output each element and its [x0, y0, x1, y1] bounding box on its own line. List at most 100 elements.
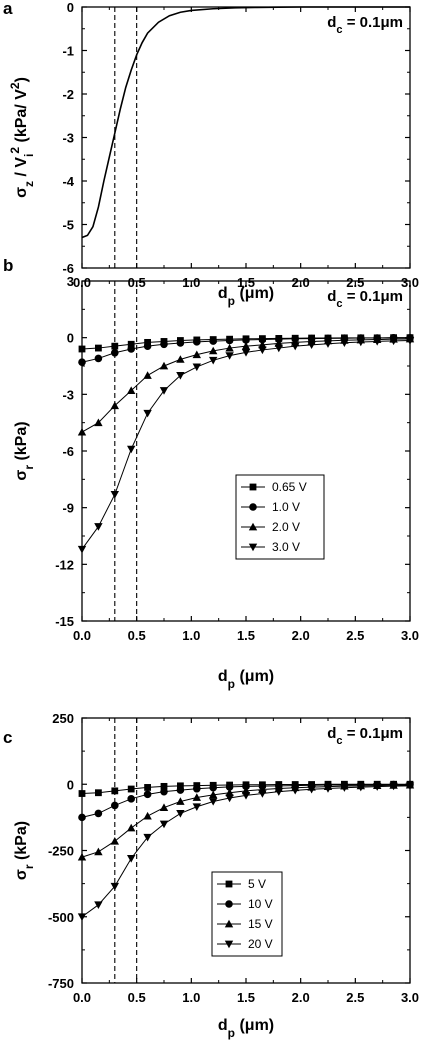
data-point [95, 789, 102, 797]
data-point [111, 342, 119, 350]
data-point [176, 339, 185, 347]
series-20-V [77, 782, 415, 921]
data-point [176, 797, 185, 805]
legend-marker [248, 543, 258, 552]
data-point [95, 344, 102, 352]
data-point [389, 337, 398, 346]
data-point [192, 350, 201, 359]
panel-letter: a [3, 0, 13, 18]
chart-panel-b: b 0.0 0.5 1.0 1.5 2.0 2.5 3.0 3 0 -3 -6 -9 -12 -15 dc =… [3, 256, 419, 691]
data-point [373, 783, 382, 791]
data-point [192, 363, 201, 372]
data-point [340, 784, 349, 792]
x-tick-label: 2.5 [346, 990, 364, 1005]
data-point [143, 790, 152, 799]
annotation-dc: dc = 0.1μm [327, 288, 403, 310]
data-point [258, 790, 267, 798]
chart-panel-c: c 0.0 0.5 1.0 1.5 2.0 2.5 3.0 250 0 -250 -500 -750 dc… [3, 711, 419, 1040]
x-tick-label: 1.5 [237, 990, 255, 1005]
data-point [176, 372, 185, 380]
data-point [274, 344, 283, 353]
legend-label: 2.0 V [272, 520, 300, 534]
y-tick-label: -5 [62, 218, 74, 233]
data-point [127, 445, 136, 454]
legend-label: 10 V [248, 897, 273, 911]
y-tick-label: -15 [55, 614, 74, 629]
data-point [127, 795, 135, 803]
annotation-dc: dc = 0.1μm [327, 725, 403, 747]
y-tick-label: -1 [62, 44, 74, 59]
data-point [94, 809, 103, 818]
plot-frame [81, 6, 411, 269]
x-tick-label: 3.0 [401, 628, 419, 643]
y-tick-label: 0 [67, 0, 74, 15]
legend-label: 3.0 V [272, 540, 300, 554]
y-tick-label: -3 [62, 387, 74, 402]
data-point [127, 340, 135, 348]
data-point [127, 823, 136, 832]
data-point [373, 338, 382, 346]
data-point [77, 545, 87, 554]
data-point [192, 793, 201, 801]
data-point [323, 340, 333, 348]
data-point [193, 338, 201, 346]
legend-label: 20 V [248, 937, 273, 951]
data-point [110, 882, 119, 891]
data-point [77, 427, 87, 436]
data-point [209, 356, 218, 365]
legend-marker [249, 483, 257, 491]
y-tick-label: -6 [62, 444, 74, 459]
y-tick-label: -12 [55, 557, 74, 572]
y-tick-label: 0 [67, 777, 74, 792]
legend-marker [249, 503, 257, 511]
y-axis-label: σz / Vi2 (kPa/ V2) [8, 77, 36, 198]
y-axis-label: σr (kPa) [13, 421, 36, 480]
data-point [94, 418, 103, 427]
x-tick-label: 0.0 [73, 990, 91, 1005]
data-point [127, 855, 136, 863]
x-tick-label: 3.0 [401, 990, 419, 1005]
x-tick-label: 1.0 [182, 628, 200, 643]
data-point [209, 783, 217, 792]
x-tick-label: 2.5 [346, 628, 364, 643]
data-point [176, 810, 185, 818]
data-point [143, 409, 152, 418]
data-point [159, 820, 169, 829]
y-tick-label: 250 [52, 711, 74, 726]
legend-label: 15 V [248, 917, 273, 931]
data-point [356, 338, 365, 347]
data-point [241, 341, 251, 350]
legend-marker [225, 880, 233, 888]
x-tick-label: 2.0 [292, 990, 310, 1005]
data-point [177, 782, 184, 790]
legend-marker [225, 900, 233, 908]
data-point [160, 782, 168, 790]
data-point [94, 901, 103, 910]
data-point [307, 341, 316, 350]
data-point [159, 387, 169, 395]
legend-marker [224, 940, 234, 949]
data-point [78, 790, 86, 797]
data-point [274, 788, 283, 796]
data-point [159, 803, 169, 811]
x-tick-label: 0.5 [128, 628, 146, 643]
data-point [143, 371, 152, 379]
y-tick-label: 3 [67, 274, 74, 289]
data-point [110, 837, 119, 845]
chart-panel-a: a0.0 0.5 1.0 1.5 2.0 2.5 3.00-1-2-3-4-5-6dc = … [3, 0, 419, 308]
data-point [143, 342, 152, 350]
x-tick-label: 0.5 [128, 990, 146, 1005]
data-point [111, 801, 119, 810]
data-point [307, 785, 316, 794]
data-point [225, 343, 234, 352]
data-point [225, 783, 234, 791]
panel-letter: b [3, 256, 13, 275]
x-axis-label: dp (μm) [218, 668, 274, 691]
panel-letter: c [3, 728, 12, 747]
data-point [405, 782, 415, 791]
data-point [225, 788, 234, 797]
data-point [111, 348, 119, 357]
y-tick-label: -2 [62, 87, 74, 102]
data-point [110, 401, 119, 410]
data-point [225, 794, 234, 803]
